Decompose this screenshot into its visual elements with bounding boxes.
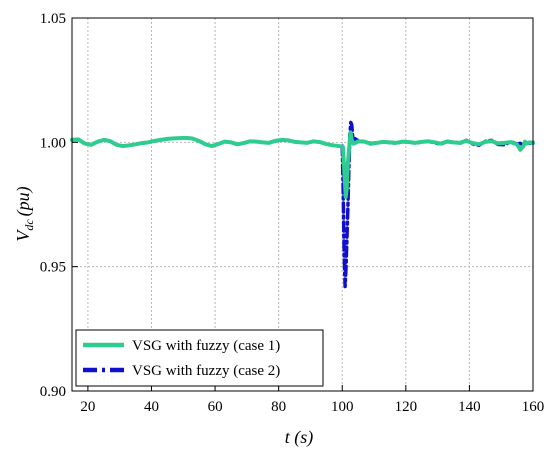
x-tick-label: 40 (144, 399, 159, 415)
x-tick-label: 140 (458, 399, 481, 415)
x-tick-label: 120 (395, 399, 418, 415)
x-tick-label: 20 (80, 399, 95, 415)
y-tick-label: 0.90 (40, 384, 66, 400)
x-tick-label: 80 (271, 399, 286, 415)
x-ticks: 20 40 60 80 100 120 140 160 (80, 385, 544, 415)
y-axis-title-unit: (pu) (13, 186, 34, 216)
x-axis-title: t (s) (285, 427, 314, 448)
y-axis-title: Vdc (pu) (13, 186, 36, 241)
y-axis-title-sub: dc (22, 219, 36, 231)
y-tick-label: 0.95 (40, 260, 66, 276)
y-axis-title-main: V (13, 229, 33, 242)
x-tick-label: 60 (208, 399, 223, 415)
y-ticks: 0.90 0.95 1.00 1.05 (40, 11, 78, 400)
series-line-case-1 (70, 130, 535, 200)
plot-frame (71, 17, 534, 392)
legend-box (75, 329, 324, 387)
y-tick-label: 1.00 (40, 135, 66, 151)
series-line-case-2 (340, 120, 535, 289)
x-tick-label: 100 (331, 399, 354, 415)
legend: VSG with fuzzy (case 1) VSG with fuzzy (… (75, 329, 324, 387)
series-layer (70, 120, 535, 289)
legend-label-case-2: VSG with fuzzy (case 2) (132, 363, 280, 379)
x-tick-label: 160 (522, 399, 545, 415)
legend-label-case-1: VSG with fuzzy (case 1) (132, 338, 280, 354)
y-tick-label: 1.05 (40, 11, 66, 27)
